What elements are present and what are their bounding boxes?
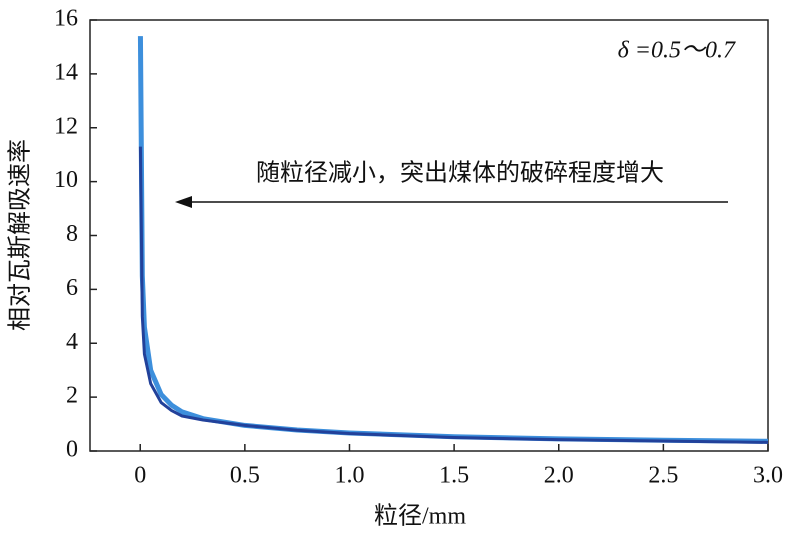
x-tick-label: 2.0: [544, 463, 574, 489]
y-tick-label: 2: [66, 383, 78, 409]
annotation: δ =0.5～0.7: [618, 38, 736, 64]
y-axis-label: 相对瓦斯解吸速率: [7, 139, 34, 331]
y-tick-label: 0: [66, 437, 78, 463]
x-axis-label: 粒径/mm: [374, 503, 466, 530]
x-tick-label: 2.5: [648, 463, 678, 489]
x-tick-label: 0.5: [230, 463, 260, 489]
y-tick-label: 12: [54, 113, 78, 139]
x-tick-label: 1.5: [439, 463, 469, 489]
y-tick-label: 8: [66, 221, 78, 247]
x-tick-label: 0: [134, 463, 146, 489]
x-tick-label: 3.0: [753, 463, 783, 489]
y-tick-label: 10: [54, 167, 78, 193]
y-tick-label: 4: [66, 329, 78, 355]
line: [138, 146, 769, 444]
y-tick-label: 16: [54, 6, 78, 32]
arrow-head: [175, 196, 192, 208]
line: [137, 36, 769, 444]
x-tick-label: 1.0: [334, 463, 364, 489]
plot-frame: [89, 19, 769, 452]
y-tick-label: 6: [66, 275, 78, 301]
y-tick-label: 14: [54, 59, 78, 85]
annotation: 随粒径减小，突出煤体的破碎程度增大: [256, 160, 664, 187]
